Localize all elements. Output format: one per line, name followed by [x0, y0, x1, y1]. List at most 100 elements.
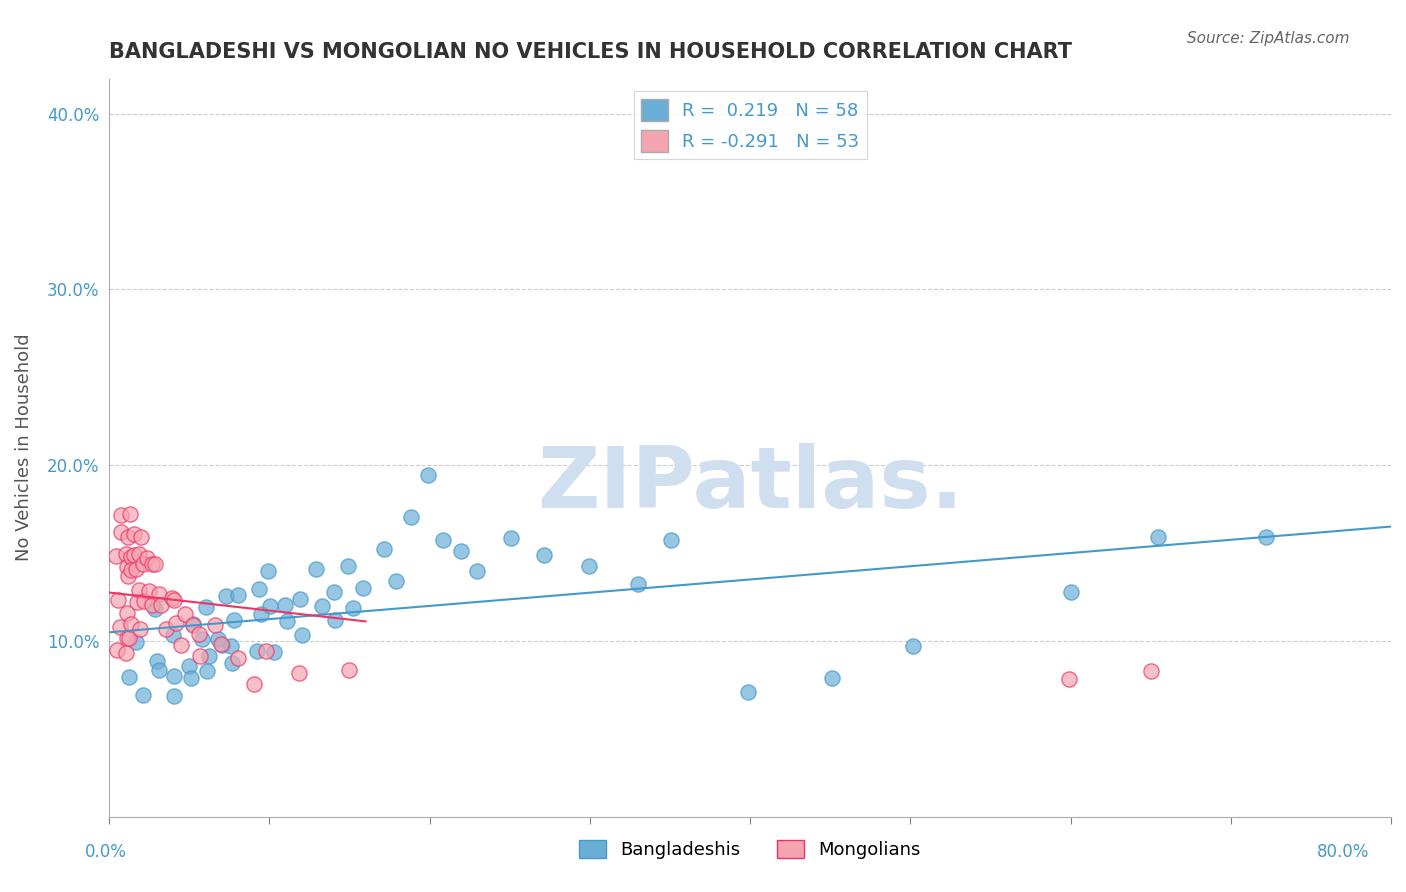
Point: [1057, 672, 1080, 686]
Point: [243, 677, 266, 691]
Point: [399, 510, 422, 524]
Point: [120, 549, 142, 564]
Point: [129, 529, 152, 543]
Point: [627, 577, 650, 591]
Point: [305, 562, 328, 576]
Point: [578, 559, 600, 574]
Point: [124, 548, 146, 562]
Point: [432, 533, 454, 548]
Point: [141, 558, 163, 572]
Point: [162, 690, 184, 704]
Point: [288, 666, 311, 681]
Point: [323, 613, 346, 627]
Point: [163, 593, 186, 607]
Point: [288, 591, 311, 606]
Legend: R =  0.219   N = 58, R = -0.291   N = 53: R = 0.219 N = 58, R = -0.291 N = 53: [634, 91, 866, 159]
Point: [263, 645, 285, 659]
Point: [162, 628, 184, 642]
Point: [821, 672, 844, 686]
Point: [191, 632, 214, 647]
Point: [385, 574, 408, 588]
Point: [180, 671, 202, 685]
Point: [211, 639, 233, 653]
Point: [114, 547, 136, 561]
Point: [174, 607, 197, 621]
Point: [259, 599, 281, 613]
Point: [373, 541, 395, 556]
Point: [128, 547, 150, 561]
Text: ZIPatlas.: ZIPatlas.: [537, 443, 963, 526]
Point: [342, 601, 364, 615]
Point: [163, 669, 186, 683]
Point: [117, 569, 139, 583]
Text: BANGLADESHI VS MONGOLIAN NO VEHICLES IN HOUSEHOLD CORRELATION CHART: BANGLADESHI VS MONGOLIAN NO VEHICLES IN …: [110, 42, 1073, 62]
Point: [105, 643, 128, 657]
Point: [120, 617, 142, 632]
Point: [352, 581, 374, 595]
Point: [1254, 530, 1277, 544]
Point: [132, 593, 155, 607]
Point: [146, 654, 169, 668]
Text: Source: ZipAtlas.com: Source: ZipAtlas.com: [1187, 31, 1350, 46]
Point: [337, 558, 360, 573]
Point: [254, 644, 277, 658]
Point: [115, 606, 138, 620]
Point: [122, 527, 145, 541]
Point: [659, 533, 682, 547]
Point: [117, 530, 139, 544]
Point: [311, 599, 333, 613]
Point: [226, 588, 249, 602]
Point: [901, 639, 924, 653]
Point: [170, 638, 193, 652]
Point: [132, 689, 155, 703]
Point: [177, 659, 200, 673]
Point: [276, 614, 298, 628]
Point: [215, 589, 238, 603]
Point: [195, 664, 218, 678]
Point: [190, 649, 212, 664]
Point: [207, 632, 229, 647]
Point: [129, 622, 152, 636]
Point: [291, 628, 314, 642]
Point: [114, 646, 136, 660]
Point: [273, 598, 295, 612]
Point: [222, 613, 245, 627]
Point: [416, 468, 439, 483]
Point: [135, 551, 157, 566]
Point: [131, 557, 153, 571]
Text: 80.0%: 80.0%: [1316, 843, 1369, 861]
Point: [165, 616, 187, 631]
Point: [246, 643, 269, 657]
Point: [1140, 665, 1163, 679]
Point: [118, 631, 141, 645]
Point: [247, 582, 270, 597]
Point: [143, 602, 166, 616]
Point: [143, 558, 166, 572]
Point: [128, 583, 150, 598]
Point: [107, 593, 129, 607]
Y-axis label: No Vehicles in Household: No Vehicles in Household: [15, 334, 32, 561]
Point: [219, 640, 242, 654]
Point: [110, 525, 132, 540]
Point: [125, 635, 148, 649]
Point: [187, 626, 209, 640]
Point: [323, 585, 346, 599]
Point: [110, 508, 132, 522]
Point: [257, 564, 280, 578]
Point: [120, 563, 142, 577]
Point: [499, 531, 522, 545]
Point: [125, 562, 148, 576]
Point: [1147, 530, 1170, 544]
Point: [204, 618, 226, 632]
Point: [138, 584, 160, 599]
Text: 0.0%: 0.0%: [84, 843, 127, 861]
Point: [533, 548, 555, 562]
Point: [148, 586, 170, 600]
Point: [209, 637, 232, 651]
Point: [105, 549, 128, 563]
Point: [1060, 585, 1083, 599]
Point: [118, 507, 141, 521]
Point: [181, 618, 204, 632]
Point: [226, 650, 249, 665]
Point: [118, 669, 141, 683]
